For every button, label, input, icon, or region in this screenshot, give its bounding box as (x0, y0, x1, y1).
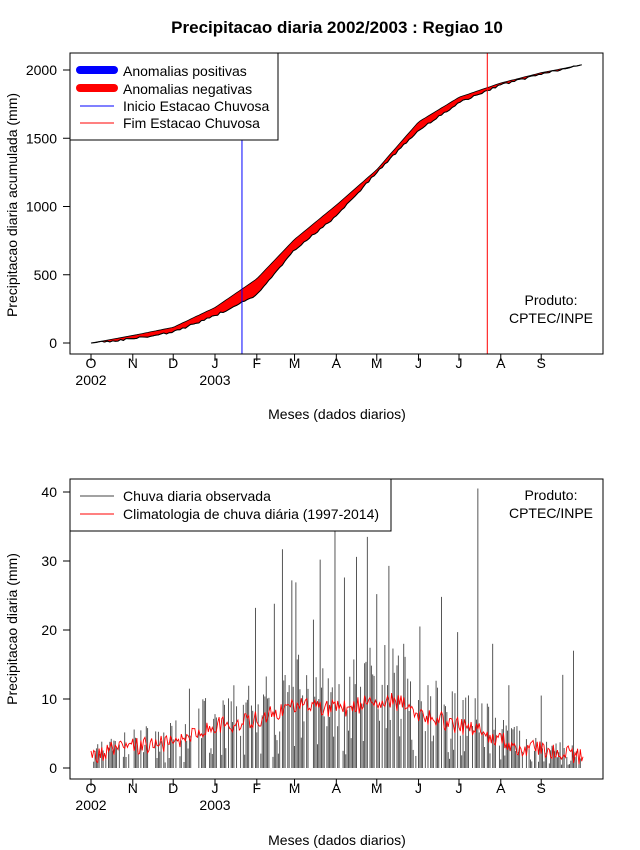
y-tick-label: 20 (41, 622, 57, 638)
x-tick-label: J (455, 780, 462, 796)
x-tick-label: M (371, 355, 383, 371)
x-tick-label: J (415, 780, 422, 796)
x-tick-label: M (289, 355, 301, 371)
daily-y-axis-label: Precipitacao diaria (mm) (4, 553, 20, 705)
x-tick-label: S (537, 780, 546, 796)
y-tick-label: 10 (41, 691, 57, 707)
daily-x-axis: O N D J F M A M J J A S 2002 2003 (75, 778, 546, 813)
legend-label-negative: Anomalias negativas (123, 81, 252, 97)
y-tick-label: 2000 (26, 62, 57, 78)
accumulated-x-axis: O N D J F M A M J J A S 2002 2003 (75, 353, 546, 388)
x-tick-label: A (496, 355, 506, 371)
daily-legend: Chuva diaria observada Climatologia de c… (69, 478, 392, 532)
accumulated-legend: Anomalias positivas Anomalias negativas … (69, 52, 279, 141)
year-label: 2003 (199, 372, 230, 388)
x-tick-label: D (168, 780, 178, 796)
x-tick-label: M (289, 780, 301, 796)
y-tick-label: 0 (49, 760, 57, 776)
x-tick-label: A (496, 780, 506, 796)
accumulated-x-axis-label: Meses (dados diarios) (268, 406, 406, 422)
daily-credit-line-2: CPTEC/INPE (509, 505, 593, 521)
x-tick-label: F (253, 355, 262, 371)
legend-label-observed: Chuva diaria observada (123, 488, 271, 504)
year-label: 2003 (199, 797, 230, 813)
legend-label-climatology: Climatologia de chuva diária (1997-2014) (123, 506, 379, 522)
x-tick-label: A (332, 780, 342, 796)
x-tick-label: D (168, 355, 178, 371)
observed-accumulated-line (90, 64, 582, 344)
year-label: 2002 (75, 372, 106, 388)
x-tick-label: S (537, 355, 546, 371)
x-tick-label: N (128, 780, 138, 796)
accumulated-y-axis-label: Precipitacao diaria acumulada (mm) (4, 93, 20, 317)
accumulated-y-axis: 0 500 1000 1500 2000 (26, 62, 71, 351)
y-tick-label: 1500 (26, 130, 57, 146)
y-tick-label: 30 (41, 553, 57, 569)
chart-title: Precipitacao diaria 2002/2003 : Regiao 1… (171, 18, 503, 37)
x-tick-label: J (212, 780, 219, 796)
x-tick-label: O (86, 355, 97, 371)
year-label: 2002 (75, 797, 106, 813)
x-tick-label: J (415, 355, 422, 371)
y-tick-label: 500 (34, 267, 58, 283)
daily-x-axis-label: Meses (dados diarios) (268, 832, 406, 848)
x-tick-label: O (86, 780, 97, 796)
y-tick-label: 1000 (26, 199, 57, 215)
daily-y-axis: 0 10 20 30 40 (41, 484, 71, 776)
x-tick-label: J (212, 355, 219, 371)
legend-label-rainy-start: Inicio Estacao Chuvosa (123, 98, 270, 114)
x-tick-label: M (371, 780, 383, 796)
y-tick-label: 0 (49, 335, 57, 351)
climatology-line (90, 693, 584, 765)
daily-chart-marks (90, 488, 584, 768)
accumulated-credit-line-2: CPTEC/INPE (509, 310, 593, 326)
legend-label-rainy-end: Fim Estacao Chuvosa (123, 115, 260, 131)
x-tick-label: N (128, 355, 138, 371)
daily-credit-line-1: Produto: (525, 487, 578, 503)
daily-legend-box (69, 478, 392, 532)
x-tick-label: A (332, 355, 342, 371)
x-tick-label: F (253, 780, 262, 796)
legend-label-positive: Anomalias positivas (123, 63, 247, 79)
accumulated-credit-line-1: Produto: (525, 292, 578, 308)
x-tick-label: J (455, 355, 462, 371)
y-tick-label: 40 (41, 484, 57, 500)
